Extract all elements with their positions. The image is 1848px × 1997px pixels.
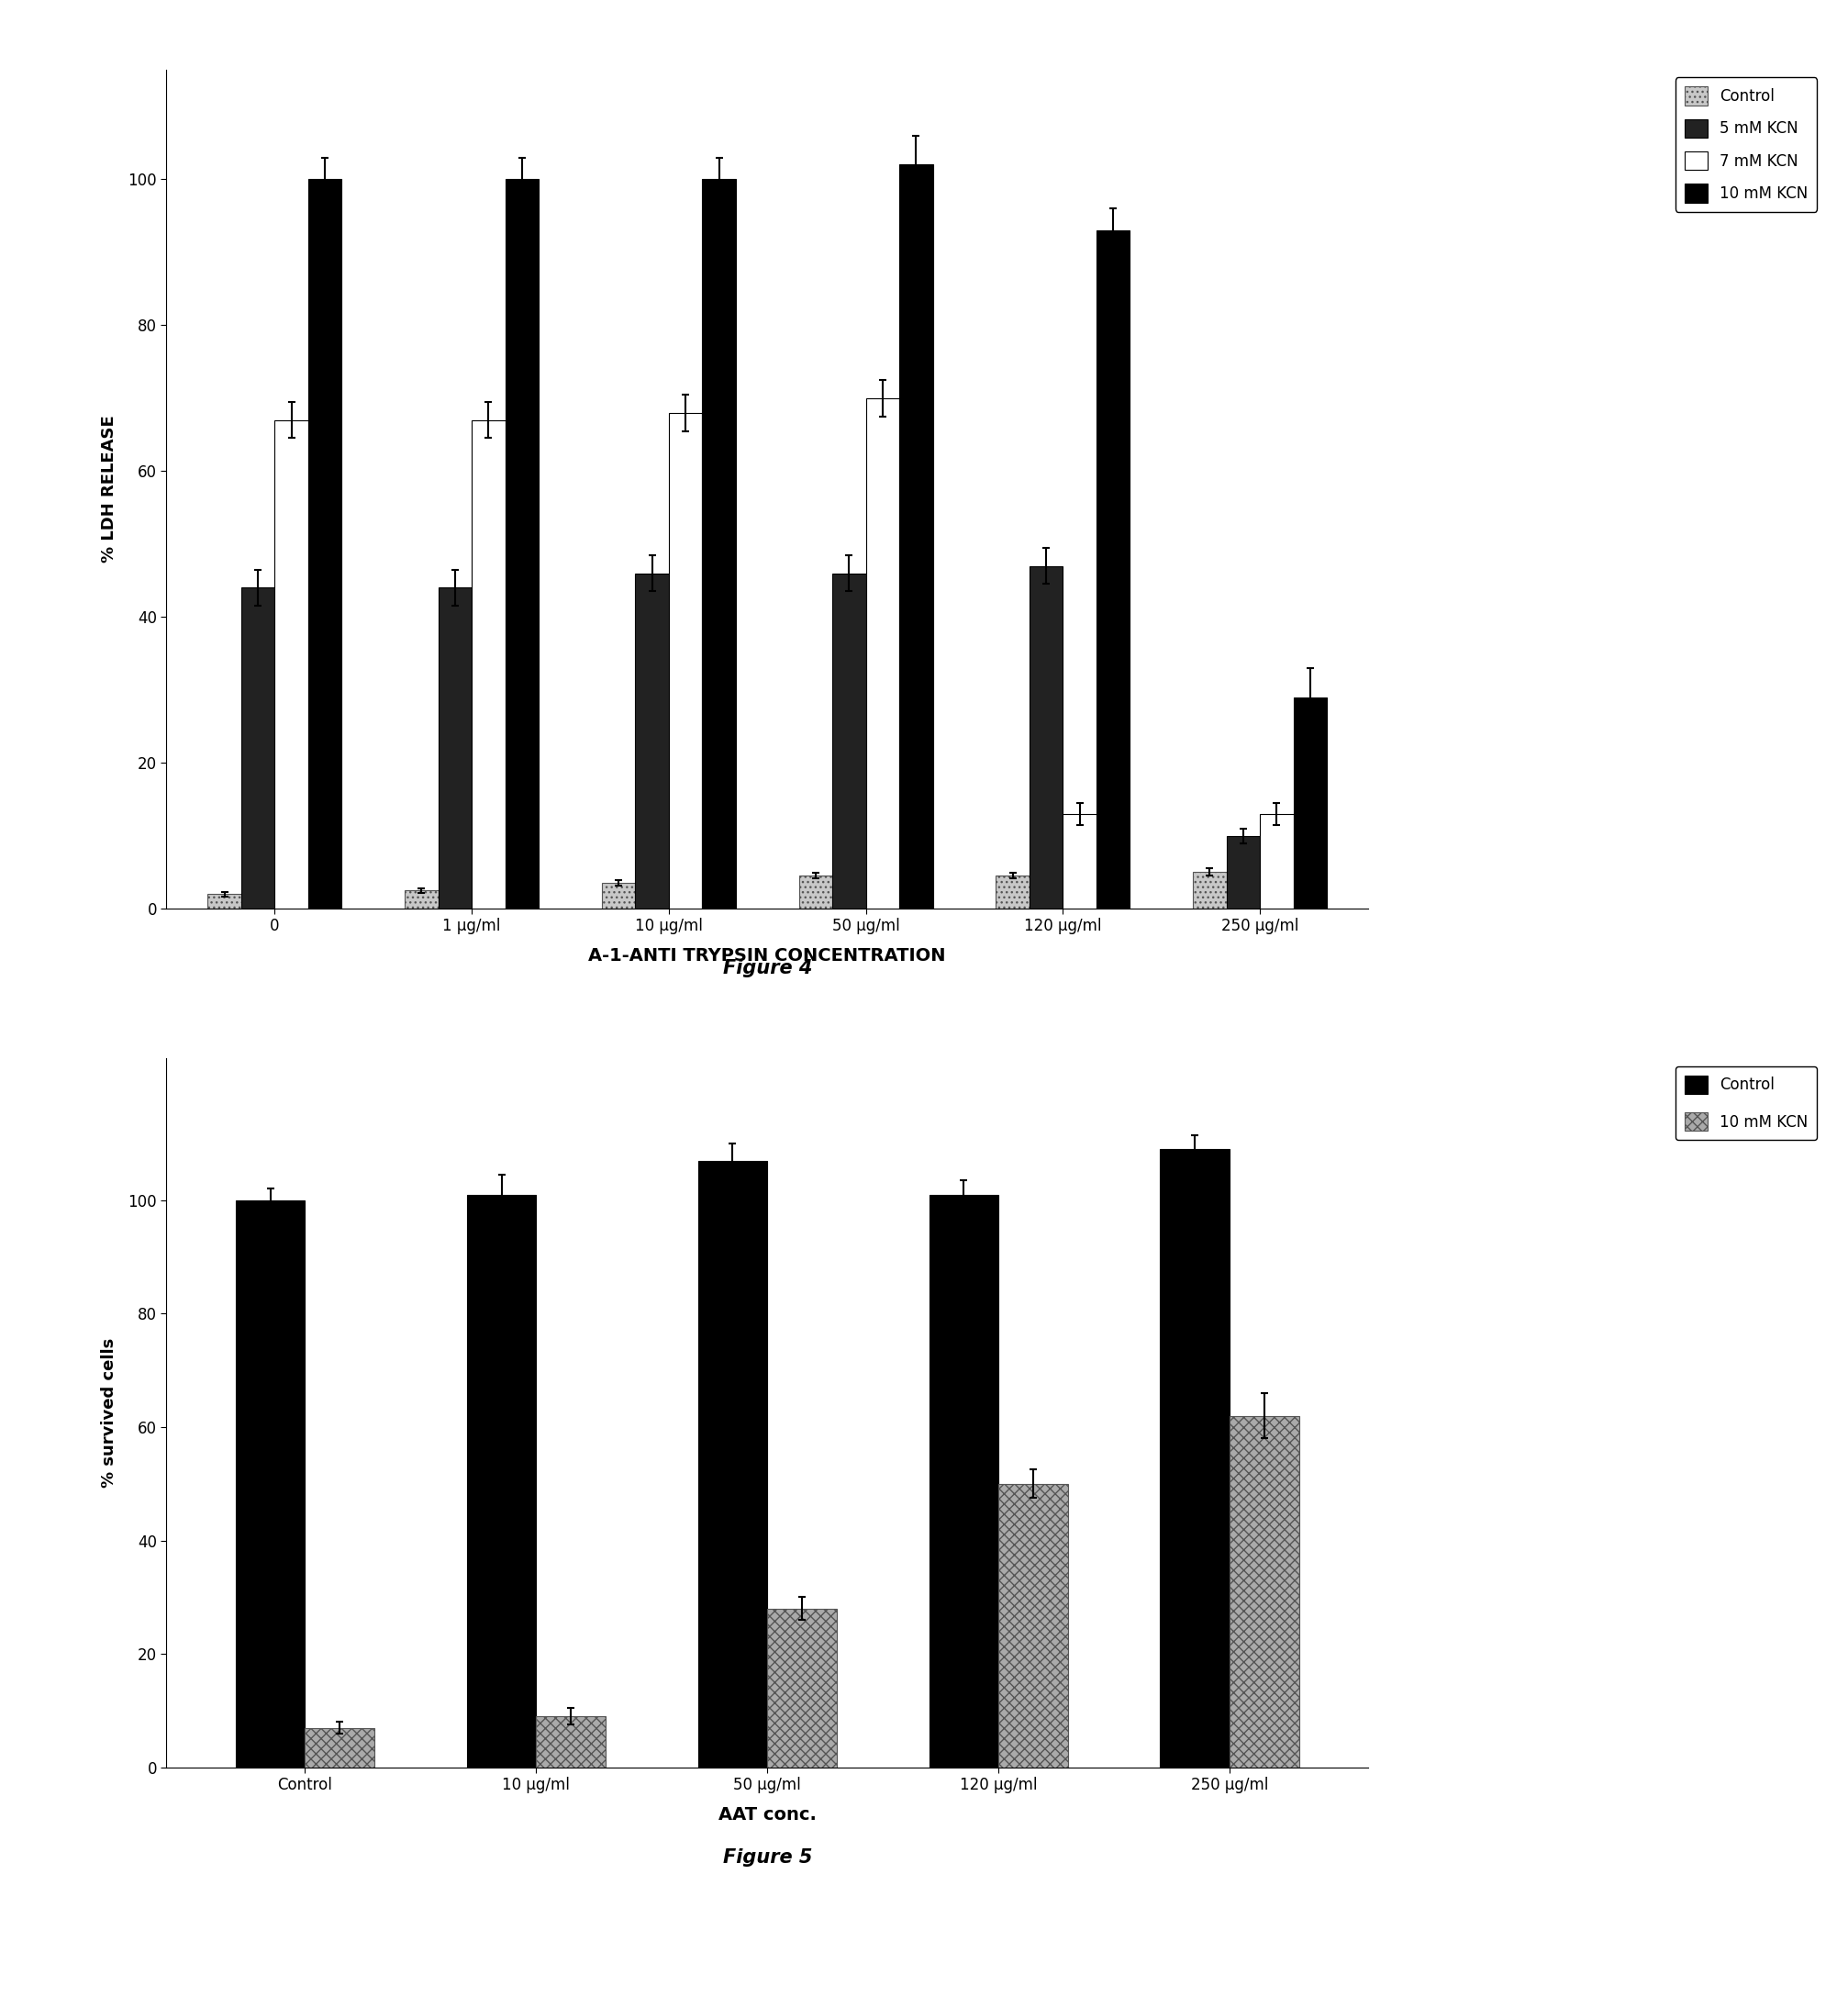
Bar (767, 1608, 837, 1767)
Bar (998, 1484, 1068, 1767)
Bar (240, 587, 275, 909)
Bar (601, 883, 636, 909)
Y-axis label: % survived cells: % survived cells (102, 1338, 118, 1488)
Bar (1294, 697, 1327, 909)
Bar (702, 180, 736, 909)
Bar (471, 419, 505, 909)
Bar (505, 180, 538, 909)
Bar (536, 1715, 606, 1767)
X-axis label: AAT conc.: AAT conc. (717, 1805, 817, 1823)
Bar (898, 164, 933, 909)
Bar (865, 397, 898, 909)
Bar (275, 419, 309, 909)
Bar (207, 895, 240, 909)
Y-axis label: % LDH RELEASE: % LDH RELEASE (102, 415, 118, 563)
X-axis label: A-1-ANTI TRYPSIN CONCENTRATION: A-1-ANTI TRYPSIN CONCENTRATION (588, 947, 946, 965)
Bar (405, 891, 438, 909)
Bar (832, 573, 865, 909)
Text: Figure 5: Figure 5 (723, 1847, 811, 1867)
Bar (305, 1727, 375, 1767)
Bar (237, 1200, 305, 1767)
Bar (1225, 835, 1258, 909)
Bar (996, 877, 1029, 909)
Legend: Control, 10 mM KCN: Control, 10 mM KCN (1674, 1066, 1817, 1140)
Bar (438, 587, 471, 909)
Bar (468, 1194, 536, 1767)
Bar (1161, 1148, 1229, 1767)
Bar (309, 180, 342, 909)
Bar (1258, 815, 1294, 909)
Bar (798, 877, 832, 909)
Bar (1063, 815, 1096, 909)
Bar (1229, 1416, 1299, 1767)
Bar (669, 413, 702, 909)
Bar (930, 1194, 998, 1767)
Legend: Control, 5 mM KCN, 7 mM KCN, 10 mM KCN: Control, 5 mM KCN, 7 mM KCN, 10 mM KCN (1674, 78, 1817, 212)
Bar (1029, 565, 1063, 909)
Bar (699, 1160, 767, 1767)
Bar (1192, 873, 1225, 909)
Bar (636, 573, 669, 909)
Bar (1096, 230, 1129, 909)
Text: Figure 4: Figure 4 (723, 959, 811, 979)
